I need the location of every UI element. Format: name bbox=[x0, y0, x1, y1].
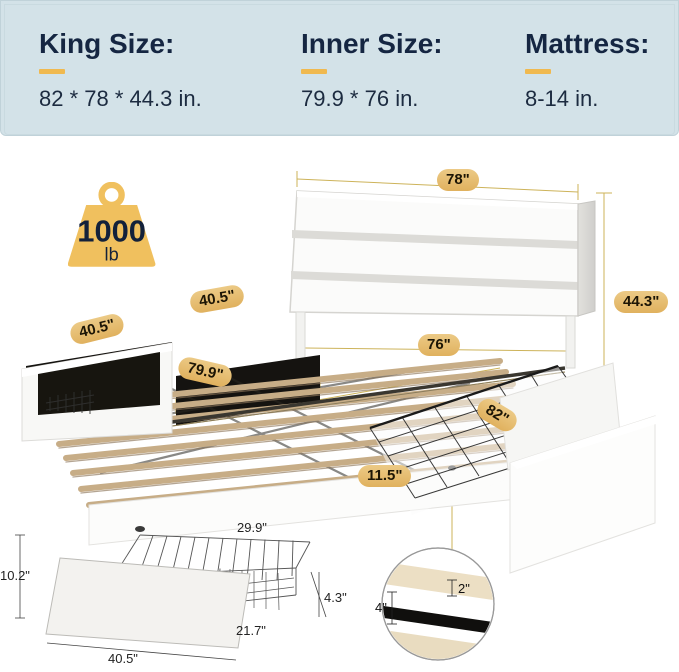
svg-text:4": 4" bbox=[375, 600, 387, 615]
svg-text:29.9": 29.9" bbox=[237, 520, 267, 535]
svg-text:10.2": 10.2" bbox=[0, 568, 30, 583]
svg-text:21.7": 21.7" bbox=[236, 623, 266, 638]
svg-text:2": 2" bbox=[458, 581, 470, 596]
svg-text:40.5": 40.5" bbox=[108, 651, 138, 666]
svg-text:4.3": 4.3" bbox=[324, 590, 347, 605]
